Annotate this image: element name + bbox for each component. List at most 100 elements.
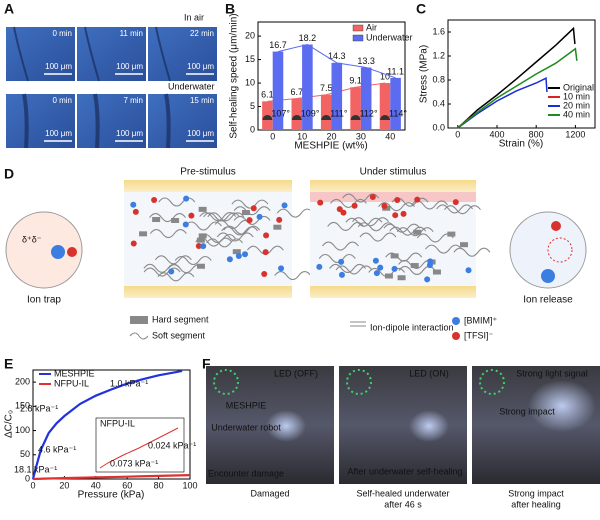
chain [143,267,181,277]
hard-seg [139,231,148,237]
state-label: Pre-stimulus [180,167,236,178]
chain [352,217,389,227]
y-tick-label: 200 [15,376,30,386]
led-marker [346,369,372,395]
ion [67,247,77,257]
ion [372,257,379,264]
y-tick-label: 15 [245,54,255,64]
legend-swatch [352,34,364,42]
ion [242,251,249,258]
chain [233,206,271,216]
curve [32,474,191,481]
inset-label: 0.073 kPa⁻¹ [110,458,158,468]
ion-path [547,237,573,263]
led-marker [479,369,505,395]
chain [276,208,314,218]
panel-label: D [4,166,14,182]
hard-seg [196,263,205,269]
bar [291,98,303,130]
legend-label: Original [563,82,594,92]
ion [250,205,257,212]
photo-caption: Self-healed underwater [356,488,449,498]
time-label: 0 min [52,29,72,38]
legend-label: 10 min [563,91,590,101]
scale-bar-label: 100 μm [45,62,72,71]
ion [151,197,158,204]
ion-trap-label: Ion trap [27,295,61,306]
photo-note: After underwater self-healing [347,466,462,476]
hard-seg [198,206,207,212]
ion [182,221,189,228]
glow [266,410,306,442]
time-label: 11 min [120,29,143,38]
ion [276,216,283,223]
x-tick-label: 100 [182,480,197,490]
chain [329,263,367,274]
chain [396,227,434,237]
ion [427,258,434,265]
ion [369,194,376,201]
droplet [321,115,332,120]
hard-seg [447,231,456,237]
y-tick-label: 10 [245,77,255,87]
value-label: 18.2 [299,33,317,43]
y-tick-label: 100 [15,425,30,435]
ion [465,267,472,274]
chain [149,228,187,239]
legend-label: [BMIM]⁺ [464,315,497,325]
value-label: 13.3 [357,56,375,66]
chain [383,223,421,233]
legend-label: Air [366,22,377,32]
ion [281,202,288,209]
x-axis-label: Pressure (kPa) [78,490,145,501]
value-label: 16.7 [269,40,287,50]
crack [164,93,171,149]
ion [132,208,139,215]
chain [444,205,481,215]
x-tick-label: 80 [154,480,164,490]
hard-seg [410,263,419,269]
condition-label: In air [184,12,204,22]
ion [551,221,561,231]
condition-label: Underwater [168,81,215,91]
hard-seg [232,249,241,255]
ion [261,271,268,278]
legend-label: 20 min [563,100,590,110]
hard-seg [273,224,282,230]
chain [233,215,271,226]
trend-line [277,44,396,79]
contact-angle: 111° [330,108,348,118]
chain [149,212,186,223]
chain [321,241,359,251]
curve [457,26,576,129]
hard-seg [384,273,393,279]
ion [226,256,233,263]
ion [262,249,269,256]
stimulus-band [310,192,476,202]
legend-bmim [452,317,460,325]
chain [185,221,222,231]
droplet [350,115,361,120]
x-tick-label: 30 [356,131,366,141]
chain [203,212,240,222]
led-marker [213,369,239,395]
chain [453,247,491,257]
ion [188,212,195,219]
ion [278,265,285,272]
ion [130,201,137,208]
droplet [262,115,273,120]
hard-seg [413,229,422,235]
x-tick-label: 0 [30,480,35,490]
scale-bar-label: 100 μm [187,129,214,138]
panel-label: A [4,1,14,17]
droplet [291,115,302,120]
ion [414,196,421,203]
ion [338,258,345,265]
scale-bar-label: 100 μm [116,62,143,71]
bar [320,94,332,130]
crack [13,26,29,82]
legend-swatch [352,24,364,32]
y-tick-label: 0 [250,124,255,134]
glow [409,410,449,442]
